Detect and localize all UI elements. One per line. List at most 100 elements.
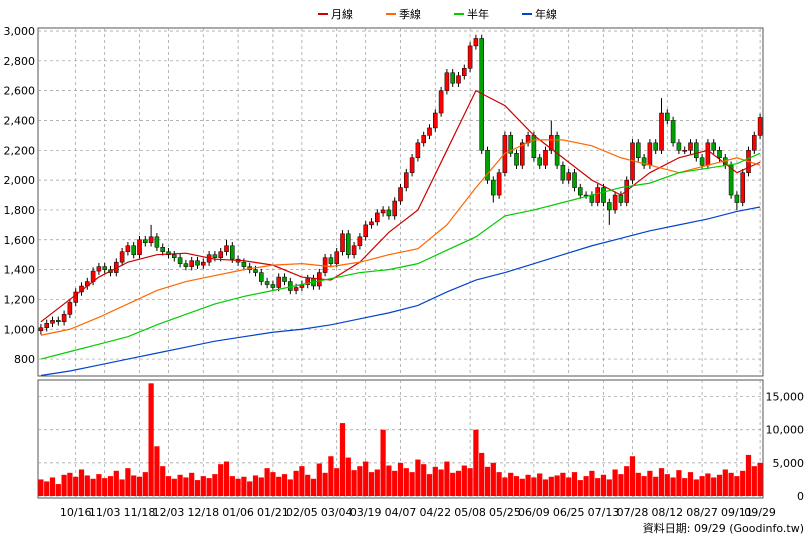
volume-bar bbox=[299, 466, 305, 496]
volume-bar bbox=[38, 479, 44, 496]
candle-body bbox=[38, 327, 44, 332]
volume-bar bbox=[421, 464, 427, 496]
candle-body bbox=[270, 284, 276, 288]
candle-body bbox=[212, 254, 218, 258]
candle-body bbox=[653, 142, 658, 151]
candle-body bbox=[636, 142, 641, 159]
candle-body bbox=[543, 150, 548, 166]
legend-label: 年線 bbox=[535, 7, 557, 21]
candle-body bbox=[554, 135, 560, 166]
candle-body bbox=[409, 157, 415, 173]
candle-body bbox=[711, 142, 716, 151]
legend-label: 季線 bbox=[399, 7, 421, 21]
volume-bar bbox=[160, 466, 166, 496]
x-tick-label: 09/11 bbox=[721, 506, 753, 519]
volume-bar bbox=[223, 461, 230, 496]
volume-bar bbox=[281, 474, 288, 496]
volume-bar bbox=[310, 478, 317, 496]
y-tick-label: 1,400 bbox=[4, 264, 36, 277]
candle-body bbox=[375, 212, 380, 223]
y2-tick-label: 10,000 bbox=[766, 424, 805, 437]
candle-body bbox=[102, 266, 107, 270]
volume-bar bbox=[293, 470, 299, 496]
x-tick-label: 04/07 bbox=[385, 506, 417, 519]
x-tick-label: 08/12 bbox=[651, 506, 683, 519]
x-tick-label: 02/05 bbox=[286, 506, 318, 519]
x-tick-label: 01/06 bbox=[222, 506, 254, 519]
volume-bar bbox=[600, 474, 607, 496]
volume-bar bbox=[386, 465, 392, 496]
volume-bar bbox=[177, 474, 183, 496]
candle-body bbox=[392, 200, 397, 217]
candle-body bbox=[520, 142, 525, 166]
candle-body bbox=[386, 209, 392, 217]
candle-body bbox=[612, 194, 618, 211]
volume-bar bbox=[496, 472, 502, 496]
volume-bar bbox=[745, 454, 752, 496]
candle-body bbox=[369, 221, 374, 226]
candle-body bbox=[699, 157, 705, 166]
volume-bar bbox=[716, 474, 723, 496]
volume-bar bbox=[473, 429, 479, 496]
volume-bar bbox=[96, 474, 102, 496]
y-tick-label: 3,000 bbox=[4, 25, 36, 38]
y-tick-label: 2,000 bbox=[4, 174, 36, 187]
volume-bar bbox=[461, 465, 467, 496]
y-tick-label: 2,600 bbox=[4, 85, 36, 98]
candle-body bbox=[578, 187, 583, 196]
volume-bar bbox=[305, 474, 311, 496]
candle-body bbox=[143, 239, 148, 244]
candle-body bbox=[433, 112, 438, 129]
volume-bar bbox=[711, 477, 717, 496]
volume-bar bbox=[757, 462, 763, 496]
candle-body bbox=[659, 112, 664, 151]
volume-bar bbox=[165, 476, 172, 496]
candle-body bbox=[241, 261, 247, 267]
volume-bar bbox=[351, 470, 357, 496]
candle-body bbox=[682, 150, 687, 152]
x-tick-label: 03/04 bbox=[321, 506, 353, 519]
candle-body bbox=[230, 245, 235, 260]
candle-body bbox=[351, 245, 357, 255]
candle-body bbox=[607, 202, 612, 211]
candle-body bbox=[601, 187, 606, 203]
volume-bar bbox=[450, 472, 456, 496]
volume-bar bbox=[334, 468, 340, 496]
candle-body bbox=[119, 251, 125, 263]
volume-bar bbox=[629, 456, 636, 496]
candle-body bbox=[154, 236, 160, 248]
candle-body bbox=[334, 251, 339, 264]
volume-bar bbox=[125, 468, 131, 496]
volume-bar bbox=[595, 478, 601, 496]
volume-bar bbox=[84, 475, 90, 496]
candle-body bbox=[183, 263, 189, 267]
volume-bar bbox=[664, 474, 670, 496]
volume-bar bbox=[444, 461, 450, 496]
volume-bar bbox=[363, 461, 369, 496]
volume-bar bbox=[687, 472, 694, 496]
volume-bar bbox=[392, 470, 398, 496]
candle-body bbox=[322, 257, 328, 273]
volume-bar bbox=[577, 480, 583, 496]
volume-bar bbox=[548, 476, 554, 496]
candle-body bbox=[508, 135, 513, 154]
candle-body bbox=[566, 172, 571, 181]
candle-body bbox=[346, 233, 351, 255]
volume-bar bbox=[438, 469, 444, 496]
y-tick-label: 1,600 bbox=[4, 234, 36, 247]
volume-bar bbox=[560, 472, 566, 496]
candle-body bbox=[734, 194, 740, 203]
volume-bar bbox=[368, 472, 375, 496]
volume-bar bbox=[699, 476, 705, 496]
y-tick-label: 2,800 bbox=[4, 55, 36, 68]
candle-body bbox=[485, 150, 490, 181]
volume-bar bbox=[635, 472, 641, 496]
candle-body bbox=[694, 142, 699, 159]
volume-bar bbox=[693, 479, 699, 496]
y2-tick-label: 5,000 bbox=[773, 457, 805, 470]
volume-bar bbox=[589, 470, 595, 496]
candle-body bbox=[589, 194, 595, 203]
legend-label: 月線 bbox=[331, 7, 353, 21]
volume-bar bbox=[676, 470, 682, 496]
candle-body bbox=[137, 239, 142, 255]
